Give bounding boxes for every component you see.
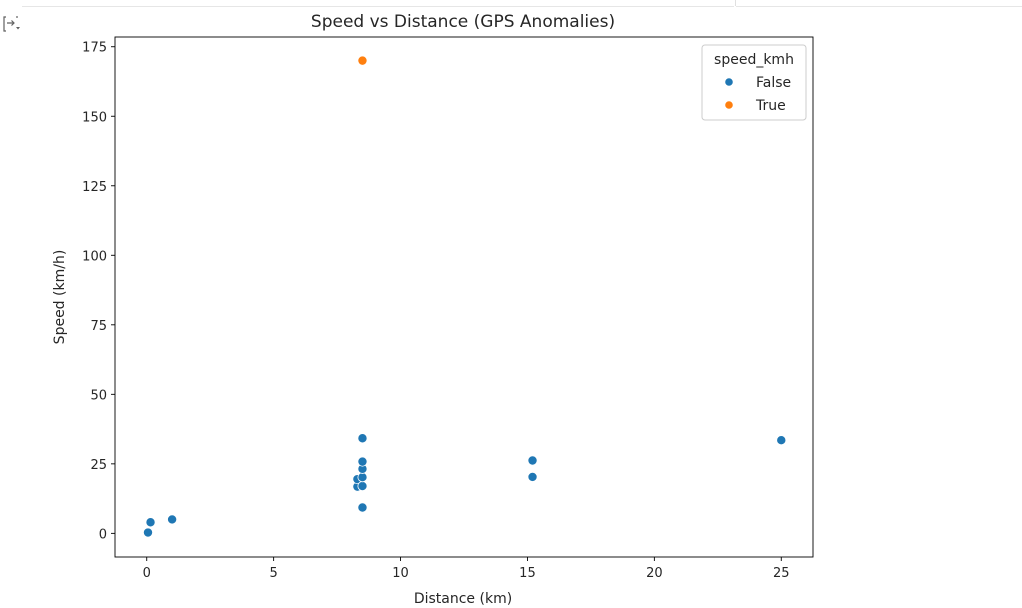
y-axis-label: Speed (km/h) bbox=[52, 250, 68, 345]
scatter-point-false bbox=[142, 527, 153, 538]
plot-frame bbox=[114, 36, 814, 558]
y-tick-label: 25 bbox=[90, 458, 107, 473]
legend-label: True bbox=[755, 98, 786, 114]
scatter-point-false bbox=[167, 514, 178, 525]
legend-title: speed_kmh bbox=[714, 52, 794, 68]
y-axis-ticks: 0 25 50 75 100 125 150 175 bbox=[82, 41, 115, 542]
scatter-point-false bbox=[776, 435, 787, 446]
output-collapse-icon[interactable] bbox=[2, 14, 22, 34]
legend: speed_kmh False True bbox=[701, 44, 807, 121]
y-tick-label: 75 bbox=[90, 319, 107, 334]
scatter-point-false bbox=[357, 481, 368, 492]
x-tick-label: 10 bbox=[392, 566, 409, 581]
y-tick-label: 150 bbox=[82, 110, 107, 125]
x-tick-label: 0 bbox=[143, 566, 151, 581]
scatter-point-false bbox=[357, 502, 368, 513]
scatter-point-false bbox=[145, 517, 156, 528]
y-tick-label: 125 bbox=[82, 180, 107, 195]
x-tick-label: 15 bbox=[519, 566, 536, 581]
x-tick-label: 5 bbox=[269, 566, 277, 581]
x-tick-label: 25 bbox=[773, 566, 790, 581]
y-tick-label: 175 bbox=[82, 41, 107, 56]
legend-label: False bbox=[756, 75, 791, 91]
legend-marker bbox=[724, 100, 734, 110]
scatter-point-false bbox=[357, 472, 368, 483]
scatter-point-false bbox=[357, 456, 368, 467]
y-tick-label: 50 bbox=[90, 388, 107, 403]
x-tick-label: 20 bbox=[646, 566, 663, 581]
legend-marker bbox=[724, 77, 734, 87]
scatter-point-true bbox=[357, 55, 368, 66]
scatter-point-false bbox=[527, 471, 538, 482]
plot-points bbox=[142, 55, 787, 538]
cell-divider bbox=[735, 0, 736, 6]
cell-top-border bbox=[22, 6, 734, 7]
y-tick-label: 0 bbox=[99, 527, 107, 542]
cell-top-border-right bbox=[736, 6, 1022, 7]
legend-entries: False True bbox=[724, 75, 791, 114]
chart-title: Speed vs Distance (GPS Anomalies) bbox=[311, 12, 615, 32]
scatter-point-false bbox=[527, 455, 538, 466]
scatter-point-false bbox=[357, 433, 368, 444]
x-axis-ticks: 0 5 10 15 20 25 bbox=[143, 557, 790, 581]
x-axis-label: Distance (km) bbox=[414, 591, 512, 607]
y-tick-label: 100 bbox=[82, 249, 107, 264]
